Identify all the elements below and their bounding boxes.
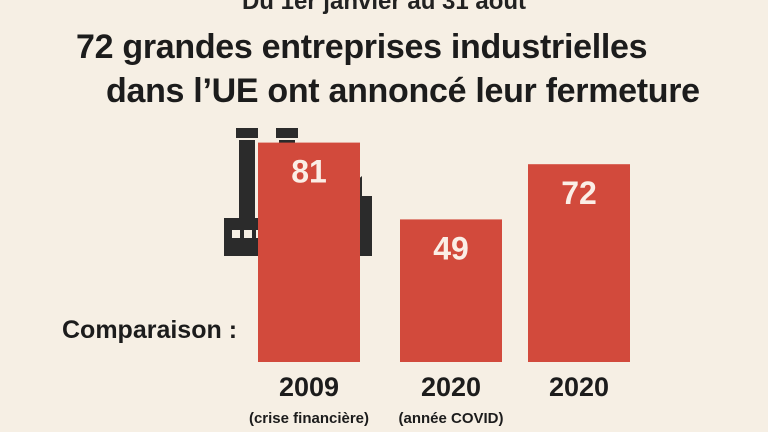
x-tick-sublabel-1: (année COVID) [398, 410, 504, 427]
bar-2 [528, 164, 630, 362]
x-tick-label-0: 2009 [278, 372, 340, 402]
bar-value-label-0: 81 [291, 154, 327, 190]
x-tick-label-1: 2020 [420, 372, 482, 402]
chart-title-line-2: dans l’UE ont annoncé leur fermeture [106, 72, 700, 110]
bar-1 [400, 219, 502, 362]
bar-value-label-1: 49 [433, 230, 469, 266]
x-tick-sublabel-0: (crise financière) [248, 410, 370, 427]
chart-title-line-1: 72 grandes entreprises industrielles [76, 28, 648, 66]
chart-kicker: Du 1er janvier au 31 août [241, 0, 527, 15]
comparison-label: Comparaison : [62, 316, 238, 344]
bar-0 [258, 142, 360, 362]
bar-value-label-2: 72 [561, 175, 597, 211]
x-tick-label-2: 2020 [548, 372, 610, 402]
